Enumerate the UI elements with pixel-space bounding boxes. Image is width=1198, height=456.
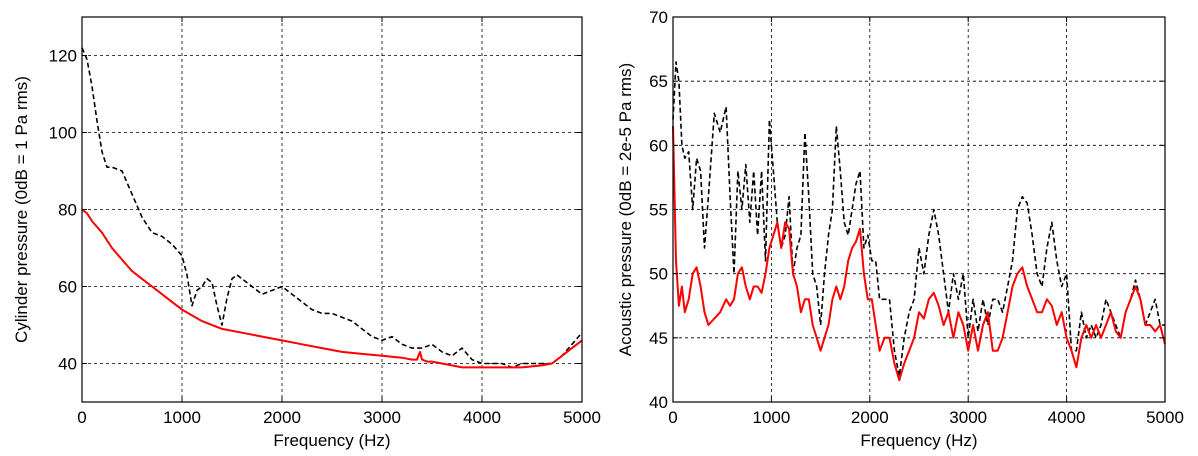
x-axis-label: Frequency (Hz) xyxy=(860,431,977,450)
dashed-black-series xyxy=(81,47,583,369)
x-tick-label: 5000 xyxy=(1146,408,1184,427)
x-tick-label: 2000 xyxy=(263,408,301,427)
x-tick-label: 2000 xyxy=(851,408,889,427)
y-tick-label: 40 xyxy=(649,393,668,412)
x-tick-label: 4000 xyxy=(463,408,501,427)
y-axis-label: Cylinder pressure (0dB = 1 Pa rms) xyxy=(12,76,31,343)
y-tick-label: 50 xyxy=(649,265,668,284)
x-axis-label: Frequency (Hz) xyxy=(273,431,390,450)
acoustic-pressure-chart: 0 1000 2000 3000 4000 5000 40 45 50 55 60 65 70 Frequ… xyxy=(616,8,1184,450)
y-tick-label: 60 xyxy=(58,278,77,297)
x-tick-label: 5000 xyxy=(563,408,601,427)
x-tick-label: 0 xyxy=(77,408,86,427)
solid-red-series xyxy=(81,208,583,369)
x-tick-label: 1000 xyxy=(163,408,201,427)
y-tick-label: 70 xyxy=(649,8,668,27)
x-tick-label: 3000 xyxy=(363,408,401,427)
y-tick-label: 120 xyxy=(49,47,77,66)
x-tick-label: 4000 xyxy=(1048,408,1086,427)
dashed-black-series xyxy=(672,61,1165,378)
x-tick-label: 0 xyxy=(668,408,677,427)
y-tick-label: 55 xyxy=(649,201,668,220)
y-tick-label: 100 xyxy=(49,124,77,143)
y-tick-label: 80 xyxy=(58,201,77,220)
y-tick-label: 40 xyxy=(58,355,77,374)
y-tick-label: 65 xyxy=(649,72,668,91)
x-tick-label: 3000 xyxy=(949,408,987,427)
x-tick-label: 1000 xyxy=(752,408,790,427)
y-tick-label: 45 xyxy=(649,329,668,348)
solid-red-series xyxy=(672,126,1166,382)
cylinder-pressure-chart: 0 1000 2000 3000 4000 5000 40 60 80 100 120 Frequen… xyxy=(12,16,601,450)
y-tick-label: 60 xyxy=(649,136,668,155)
y-axis-label: Acoustic pressure (0dB = 2e-5 Pa rms) xyxy=(616,63,635,356)
